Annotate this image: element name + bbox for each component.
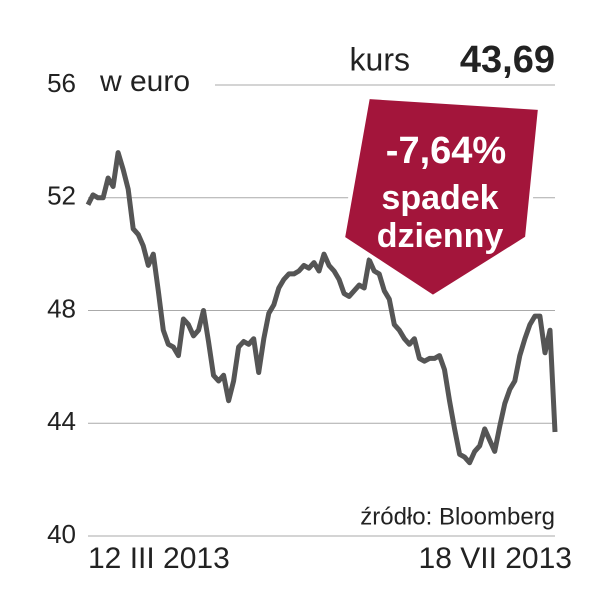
- y-axis-label: w euro: [99, 65, 190, 98]
- price-label: kurs: [350, 41, 410, 77]
- price-line: [85, 150, 558, 466]
- callout-shape: [340, 94, 543, 300]
- change-text: spadek: [381, 179, 498, 217]
- y-tick-label: 52: [47, 181, 76, 211]
- y-tick-label: 40: [47, 519, 76, 549]
- change-text: dzienny: [377, 217, 504, 255]
- change-value: -7,64%: [386, 130, 506, 172]
- x-tick-label: 12 III 2013: [88, 542, 230, 575]
- y-tick-label: 48: [47, 293, 76, 323]
- y-tick-label: 44: [47, 406, 76, 436]
- x-tick-label: 18 VII 2013: [419, 542, 572, 575]
- price-value: 43,69: [460, 39, 555, 81]
- y-tick-label: 56: [47, 68, 76, 98]
- source: źródło: Bloomberg: [360, 503, 555, 530]
